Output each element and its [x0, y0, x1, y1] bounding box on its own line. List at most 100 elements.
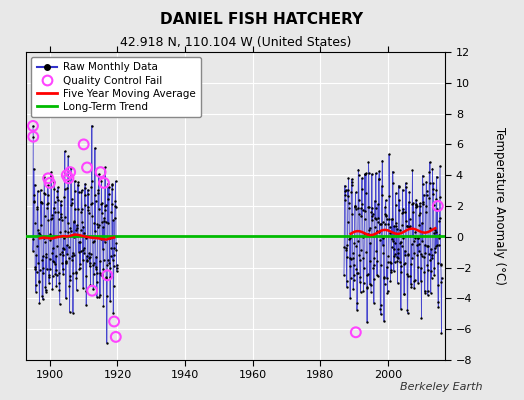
Text: DANIEL FISH HATCHERY: DANIEL FISH HATCHERY [160, 12, 364, 27]
Point [59, 245, 67, 251]
Point [34, 188, 42, 194]
Point [39, 296, 47, 302]
Point [71, 206, 80, 212]
Point [385, 151, 393, 158]
Point [105, 235, 114, 242]
Point [389, 180, 397, 186]
Point [95, 294, 104, 300]
Point [72, 287, 81, 293]
Point [92, 266, 100, 272]
Point [52, 272, 61, 278]
Point [59, 270, 67, 277]
Point [32, 269, 41, 275]
Point [85, 255, 93, 261]
Point [422, 202, 430, 209]
Point [30, 181, 39, 188]
Point [106, 274, 114, 280]
Point [433, 260, 442, 266]
Point [424, 288, 432, 294]
Point [95, 270, 104, 276]
Point [346, 275, 355, 282]
Point [364, 271, 372, 277]
Point [88, 178, 96, 184]
Point [44, 216, 52, 223]
Point [104, 220, 112, 226]
Point [73, 225, 81, 231]
Point [358, 206, 367, 213]
Point [94, 186, 103, 193]
Point [51, 209, 59, 215]
Point [362, 248, 370, 255]
Point [406, 216, 414, 222]
Point [387, 268, 395, 275]
Point [350, 262, 358, 268]
Point [354, 238, 362, 244]
Point [383, 264, 391, 271]
Point [111, 198, 119, 205]
Point [405, 224, 413, 231]
Point [397, 269, 406, 275]
Point [85, 263, 94, 270]
Point [100, 214, 108, 221]
Point [356, 257, 364, 264]
Point [29, 198, 38, 205]
Point [391, 251, 399, 258]
Point [403, 307, 411, 313]
Point [384, 259, 392, 265]
Point [37, 222, 46, 228]
Point [369, 300, 378, 306]
Point [55, 287, 63, 294]
Point [398, 222, 406, 228]
Point [413, 264, 422, 270]
Point [390, 259, 399, 266]
Point [89, 286, 97, 292]
Point [42, 254, 50, 260]
Point [388, 236, 396, 242]
Point [418, 172, 427, 179]
Point [39, 253, 47, 259]
Point [352, 329, 360, 336]
Point [383, 275, 391, 281]
Point [39, 235, 48, 242]
Point [430, 265, 439, 271]
Point [410, 278, 419, 284]
Point [58, 260, 67, 266]
Point [86, 251, 95, 257]
Point [96, 169, 105, 175]
Point [43, 201, 51, 207]
Point [35, 278, 43, 285]
Point [354, 166, 363, 173]
Point [395, 184, 403, 190]
Point [93, 294, 101, 300]
Point [348, 182, 356, 188]
Point [86, 254, 94, 260]
Point [415, 212, 423, 219]
Point [38, 293, 47, 300]
Point [77, 248, 85, 254]
Point [102, 202, 110, 209]
Point [432, 229, 440, 235]
Point [406, 233, 414, 239]
Point [66, 308, 74, 315]
Point [435, 194, 444, 200]
Point [102, 219, 110, 226]
Point [433, 205, 441, 212]
Point [103, 257, 112, 263]
Point [350, 240, 358, 246]
Point [83, 164, 91, 171]
Point [419, 201, 428, 208]
Point [348, 250, 357, 256]
Point [383, 290, 391, 296]
Point [394, 250, 402, 256]
Point [422, 178, 430, 185]
Point [69, 252, 78, 258]
Point [66, 225, 74, 231]
Point [363, 319, 372, 326]
Point [62, 242, 71, 248]
Y-axis label: Temperature Anomaly (°C): Temperature Anomaly (°C) [493, 127, 506, 285]
Point [345, 204, 353, 211]
Point [356, 279, 364, 285]
Point [418, 238, 427, 244]
Point [403, 271, 411, 277]
Point [349, 286, 357, 292]
